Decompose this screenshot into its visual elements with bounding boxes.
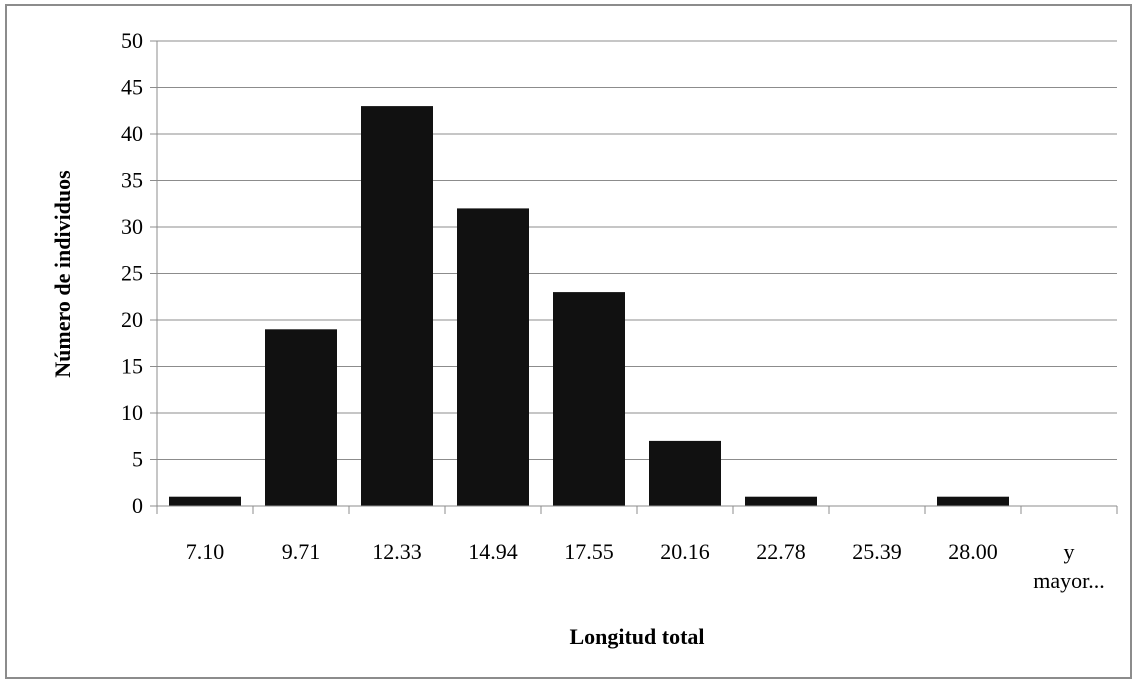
axes bbox=[150, 40, 1118, 514]
bar bbox=[649, 440, 721, 506]
bar bbox=[937, 496, 1009, 506]
bars bbox=[169, 106, 1009, 506]
x-tick-label-line: 17.55 bbox=[564, 539, 614, 564]
x-tick-label-line: mayor... bbox=[1033, 568, 1105, 593]
x-tick-label-line: y bbox=[1064, 539, 1075, 564]
y-tick-label: 5 bbox=[132, 447, 143, 472]
x-tick-label-line: 9.71 bbox=[282, 539, 321, 564]
y-tick-label: 10 bbox=[121, 400, 143, 425]
x-tick-label: 7.10 bbox=[186, 539, 225, 564]
x-tick-label-line: 7.10 bbox=[186, 539, 225, 564]
y-tick-label: 15 bbox=[121, 354, 143, 379]
bar bbox=[745, 496, 817, 506]
x-tick-label-line: 25.39 bbox=[852, 539, 902, 564]
bar bbox=[553, 292, 625, 506]
y-tick-label: 30 bbox=[121, 214, 143, 239]
x-tick-label: 20.16 bbox=[660, 539, 710, 564]
x-tick-label: 22.78 bbox=[756, 539, 806, 564]
y-tick-label: 0 bbox=[132, 493, 143, 518]
x-tick-label-line: 22.78 bbox=[756, 539, 806, 564]
x-tick-labels: 7.10 9.71 12.33 14.94 17.55 20.16 22.78 25.39 28… bbox=[186, 539, 1105, 593]
y-axis-title: Número de individuos bbox=[50, 170, 75, 378]
x-tick-label-line: 14.94 bbox=[468, 539, 518, 564]
x-tick-label-line: 20.16 bbox=[660, 539, 710, 564]
y-tick-label: 20 bbox=[121, 307, 143, 332]
y-tick-label: 25 bbox=[121, 261, 143, 286]
x-tick-label: 28.00 bbox=[948, 539, 998, 564]
x-tick-label: 17.55 bbox=[564, 539, 614, 564]
x-tick-label: 25.39 bbox=[852, 539, 902, 564]
y-tick-label: 40 bbox=[121, 121, 143, 146]
x-tick-label-line: 28.00 bbox=[948, 539, 998, 564]
y-tick-label: 35 bbox=[121, 168, 143, 193]
bar bbox=[457, 208, 529, 506]
bar bbox=[361, 106, 433, 506]
bar bbox=[169, 496, 241, 506]
x-tick-label: 14.94 bbox=[468, 539, 518, 564]
x-tick-label: 12.33 bbox=[372, 539, 422, 564]
y-tick-labels: 0 5 10 15 20 25 30 35 40 45 50 bbox=[121, 28, 143, 518]
y-tick-label: 45 bbox=[121, 75, 143, 100]
x-tick-label: 9.71 bbox=[282, 539, 321, 564]
x-tick-label: y mayor... bbox=[1033, 539, 1105, 593]
y-tick-label: 50 bbox=[121, 28, 143, 53]
x-tick-label-line: 12.33 bbox=[372, 539, 422, 564]
bar bbox=[265, 329, 337, 506]
x-axis-title: Longitud total bbox=[569, 624, 704, 649]
